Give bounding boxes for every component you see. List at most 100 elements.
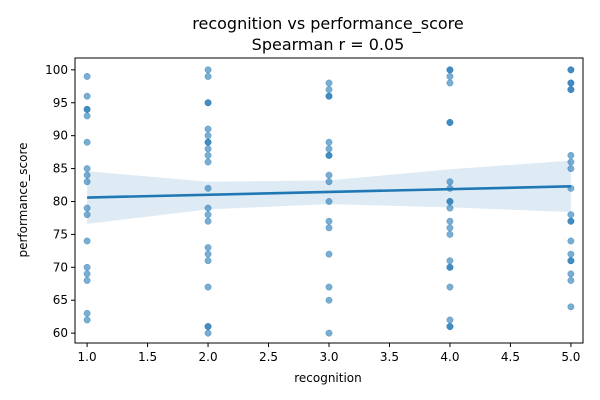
y-tick-label: 80 — [53, 194, 68, 208]
scatter-point — [325, 296, 333, 304]
scatter-point — [446, 72, 454, 80]
scatter-point — [83, 316, 91, 324]
scatter-point — [83, 138, 91, 146]
scatter-point — [446, 178, 454, 186]
scatter-point — [567, 257, 575, 265]
scatter-point — [446, 283, 454, 291]
scatter-point — [446, 204, 454, 212]
scatter-point — [83, 178, 91, 186]
scatter-point — [446, 79, 454, 87]
x-tick-label: 1.5 — [138, 350, 157, 364]
scatter-point — [325, 198, 333, 205]
scatter-point — [325, 92, 333, 100]
scatter-point — [204, 204, 212, 212]
scatter-point — [567, 151, 575, 159]
scatter-point — [204, 99, 212, 107]
scatter-point — [567, 79, 575, 87]
scatter-point — [325, 86, 333, 94]
chart-title: recognition vs performance_score — [192, 14, 463, 34]
scatter-point — [83, 165, 91, 173]
scatter-point — [567, 250, 575, 258]
scatter-point — [446, 198, 454, 205]
scatter-point — [567, 165, 575, 173]
scatter-point — [446, 224, 454, 232]
y-tick-label: 85 — [53, 162, 68, 176]
scatter-point — [204, 184, 212, 192]
scatter-point — [325, 138, 333, 146]
scatter-point — [83, 277, 91, 284]
scatter-point — [204, 323, 212, 330]
plot-area: 1.0 1.5 2.0 2.5 3.0 3.5 4.0 4.5 5.0 60 65 70 75 80 85 9… — [45, 57, 584, 364]
scatter-point — [325, 224, 333, 232]
scatter-point — [446, 263, 454, 271]
scatter-point — [83, 105, 91, 113]
scatter-point — [567, 211, 575, 219]
scatter-point — [325, 145, 333, 153]
scatter-point — [567, 217, 575, 225]
scatter-point — [325, 217, 333, 225]
scatter-point — [204, 250, 212, 258]
x-tick-label: 4.0 — [440, 350, 459, 364]
y-tick-label: 70 — [53, 260, 68, 274]
scatter-point — [83, 72, 91, 80]
scatter-point — [567, 277, 575, 284]
scatter-point — [83, 92, 91, 100]
scatter-point — [83, 204, 91, 212]
scatter-point — [446, 257, 454, 265]
scatter-point — [325, 250, 333, 258]
scatter-point — [204, 66, 212, 74]
scatter-point — [83, 263, 91, 271]
scatter-point — [446, 119, 454, 126]
y-axis-label: performance_score — [16, 142, 30, 257]
scatter-point — [567, 237, 575, 245]
scatter-point — [204, 132, 212, 140]
y-tick-label: 95 — [53, 96, 68, 110]
chart-subtitle: Spearman r = 0.05 — [252, 35, 405, 54]
scatter-point — [446, 66, 454, 74]
y-tick-label: 100 — [45, 63, 68, 77]
scatter-point — [83, 237, 91, 245]
scatter-point — [204, 283, 212, 291]
scatter-point — [83, 309, 91, 317]
scatter-point — [204, 211, 212, 219]
x-tick-label: 1.0 — [78, 350, 97, 364]
x-tick-label: 3.5 — [380, 350, 399, 364]
scatter-point — [204, 72, 212, 80]
scatter-point — [446, 217, 454, 225]
scatter-point — [567, 270, 575, 278]
scatter-point — [204, 244, 212, 252]
x-axis-label: recognition — [294, 371, 362, 385]
y-tick-label: 65 — [53, 293, 68, 307]
scatter-point — [204, 138, 212, 146]
x-tick-label: 4.5 — [501, 350, 520, 364]
x-tick-label: 5.0 — [561, 350, 580, 364]
scatter-point — [325, 178, 333, 186]
x-tick-label: 3.0 — [319, 350, 338, 364]
scatter-point — [446, 316, 454, 324]
scatter-point — [83, 270, 91, 278]
scatter-point — [83, 171, 91, 179]
scatter-point — [567, 86, 575, 94]
scatter-point — [83, 211, 91, 219]
scatter-point — [204, 217, 212, 225]
scatter-point — [204, 151, 212, 159]
x-tick-label: 2.0 — [199, 350, 218, 364]
scatter-point — [325, 283, 333, 291]
scatter-point — [204, 158, 212, 166]
scatter-point — [325, 79, 333, 87]
scatter-point — [567, 66, 575, 74]
scatter-point — [567, 158, 575, 166]
scatter-point — [446, 230, 454, 238]
scatter-point — [204, 125, 212, 133]
scatter-point — [325, 151, 333, 159]
scatter-point — [204, 145, 212, 153]
scatter-point — [567, 303, 575, 311]
y-tick-label: 75 — [53, 227, 68, 241]
scatter-point — [204, 257, 212, 265]
scatter-point — [325, 171, 333, 179]
scatter-point — [446, 323, 454, 330]
y-tick-label: 90 — [53, 129, 68, 143]
scatter-point — [204, 329, 212, 337]
y-tick-label: 60 — [53, 326, 68, 340]
